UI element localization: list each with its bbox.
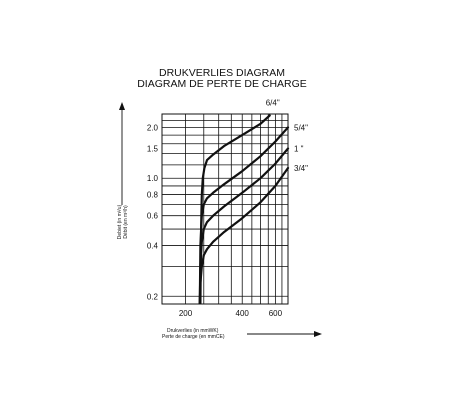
y-axis-label-group: Debiet (in m³/u) Débit (en m³/h)	[117, 204, 129, 239]
series-label-1: 1 "	[294, 144, 304, 153]
chart-title: DRUKVERLIES DIAGRAM	[159, 67, 285, 79]
y-axis-label-fr: Débit (en m³/h)	[123, 205, 129, 239]
series-curve-5-4	[198, 126, 290, 304]
y-tick-label: 1.5	[147, 144, 159, 153]
x-axis-arrowhead	[314, 331, 322, 337]
chart-grid	[161, 114, 289, 304]
x-axis-label-nl: Drukverlies (in mmWK)	[167, 328, 219, 334]
chart-curves	[198, 114, 290, 304]
series-label-5-4: 5/4"	[294, 123, 308, 132]
y-tick-label: 2.0	[147, 123, 159, 132]
chart-tick-labels: 0.2 0.4 0.6 0.8 1.0 1.5 2.0 200 400 600	[147, 123, 283, 318]
y-axis-label-nl: Debiet (in m³/u)	[117, 204, 123, 239]
series-label-3-4: 3/4"	[294, 164, 308, 173]
chart-series-labels: 6/4" 5/4" 1 " 3/4"	[266, 99, 308, 173]
y-tick-label: 0.4	[147, 241, 159, 250]
x-tick-label: 600	[269, 309, 283, 318]
y-tick-label: 0.8	[147, 191, 159, 200]
y-tick-label: 1.0	[147, 174, 159, 183]
series-curve-1	[198, 147, 290, 304]
series-label-6-4: 6/4"	[266, 99, 280, 108]
y-tick-label: 0.6	[147, 212, 159, 221]
series-curve-3-4	[198, 166, 290, 304]
x-axis-label-fr: Perte de charge (en mmCE)	[162, 334, 225, 340]
series-curve-6-4	[199, 114, 271, 304]
y-tick-label: 0.2	[147, 292, 159, 301]
x-tick-label: 400	[236, 309, 250, 318]
y-axis-arrowhead	[119, 102, 125, 110]
chart-subtitle: DIAGRAM DE PERTE DE CHARGE	[137, 78, 307, 90]
x-tick-label: 200	[179, 309, 193, 318]
plot-frame	[161, 113, 289, 305]
